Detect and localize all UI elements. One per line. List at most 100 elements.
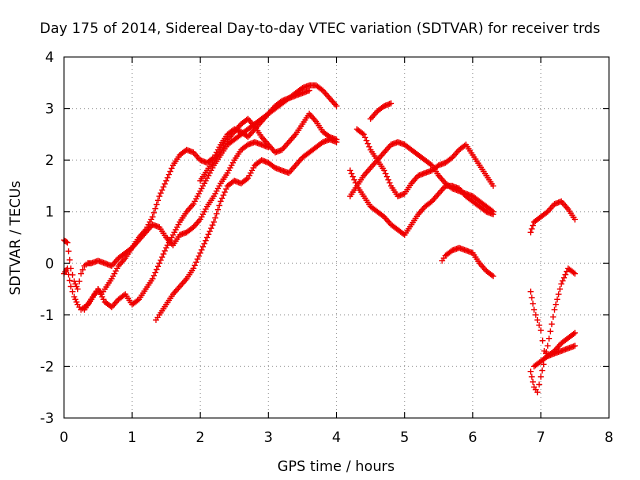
y-tick-label: -2 (40, 359, 54, 375)
data-point (161, 180, 168, 187)
data-point (64, 265, 71, 272)
y-tick-label: 2 (45, 153, 54, 169)
data-point (159, 187, 166, 194)
data-point (550, 313, 557, 320)
data-point (210, 219, 217, 226)
x-tick-label: 2 (196, 430, 205, 446)
x-axis-label: GPS time / hours (277, 459, 394, 475)
data-point (366, 143, 373, 150)
y-tick-label: 1 (45, 205, 54, 221)
data-point (461, 142, 468, 149)
data-point (66, 256, 73, 263)
data-point (198, 246, 205, 253)
x-tick-label: 6 (468, 430, 477, 446)
data-point (212, 214, 219, 221)
data-point (155, 263, 162, 270)
data-point (556, 286, 563, 293)
data-point (529, 300, 536, 307)
data-point (219, 195, 226, 202)
data-point (571, 342, 578, 349)
data-point (156, 193, 163, 200)
data-point (152, 205, 159, 212)
data-point (529, 222, 536, 229)
data-point (204, 234, 211, 241)
data-point (532, 311, 539, 318)
x-tick-label: 1 (128, 430, 137, 446)
data-point (191, 262, 198, 269)
data-point (527, 368, 534, 375)
chart-title: Day 175 of 2014, Sidereal Day-to-day VTE… (40, 21, 600, 37)
data-point (539, 337, 546, 344)
data-point (150, 272, 157, 279)
data-point (490, 211, 497, 218)
data-point (165, 171, 172, 178)
data-point (161, 247, 168, 254)
data-point (78, 270, 85, 277)
data-point (214, 206, 221, 213)
data-point (67, 283, 74, 290)
y-tick-label: 3 (45, 102, 54, 118)
data-point (546, 335, 553, 342)
axis-ticks: 0 1 2 3 4 5 6 7 8 -3 -2 -1 0 1 2 3 4 (40, 50, 613, 446)
data-point (306, 87, 313, 94)
data-point (571, 329, 578, 336)
series-arc-1 (61, 139, 272, 293)
data-point (76, 278, 83, 285)
data-point (351, 176, 358, 183)
data-point (571, 270, 578, 277)
y-tick-label: 4 (45, 50, 54, 66)
series-arc-5 (197, 110, 340, 184)
data-point (552, 301, 559, 308)
data-point (153, 266, 160, 273)
data-point (168, 165, 175, 172)
data-points (61, 82, 578, 396)
data-point (69, 288, 76, 295)
series-arc-9 (367, 100, 394, 122)
data-point (167, 168, 174, 175)
data-point (156, 260, 163, 267)
data-point (382, 170, 389, 177)
data-point (221, 189, 228, 196)
x-tick-label: 0 (60, 430, 69, 446)
data-point (529, 378, 536, 385)
data-point (570, 330, 577, 337)
series-arc-2 (61, 87, 313, 313)
data-point (536, 381, 543, 388)
data-point (208, 225, 215, 232)
series-arc-11 (527, 198, 578, 236)
data-point (333, 136, 340, 143)
data-point (363, 137, 370, 144)
data-point (155, 197, 162, 204)
data-point (534, 317, 541, 324)
data-point (209, 222, 216, 229)
data-point (352, 179, 359, 186)
data-point (153, 201, 160, 208)
data-point (66, 277, 73, 284)
y-tick-label: -1 (40, 308, 54, 324)
grid (64, 57, 609, 418)
data-point (571, 216, 578, 223)
data-point (531, 306, 538, 313)
series-arc-7 (353, 126, 497, 200)
data-point (562, 271, 569, 278)
x-tick-label: 3 (264, 430, 273, 446)
data-point (536, 322, 543, 329)
data-point (561, 274, 568, 281)
x-tick-label: 4 (332, 430, 341, 446)
series-arc-10 (439, 244, 497, 280)
series-arc-4 (152, 136, 340, 324)
data-point (65, 248, 72, 255)
data-point (554, 296, 561, 303)
data-point (490, 273, 497, 280)
data-point (195, 253, 202, 260)
series-arc-3 (81, 82, 340, 313)
data-point (205, 231, 212, 238)
x-tick-label: 5 (400, 430, 409, 446)
data-point (547, 328, 554, 335)
x-tick-label: 7 (536, 430, 545, 446)
data-point (360, 131, 367, 138)
data-point (528, 294, 535, 301)
data-point (527, 288, 534, 295)
data-point (558, 280, 565, 287)
